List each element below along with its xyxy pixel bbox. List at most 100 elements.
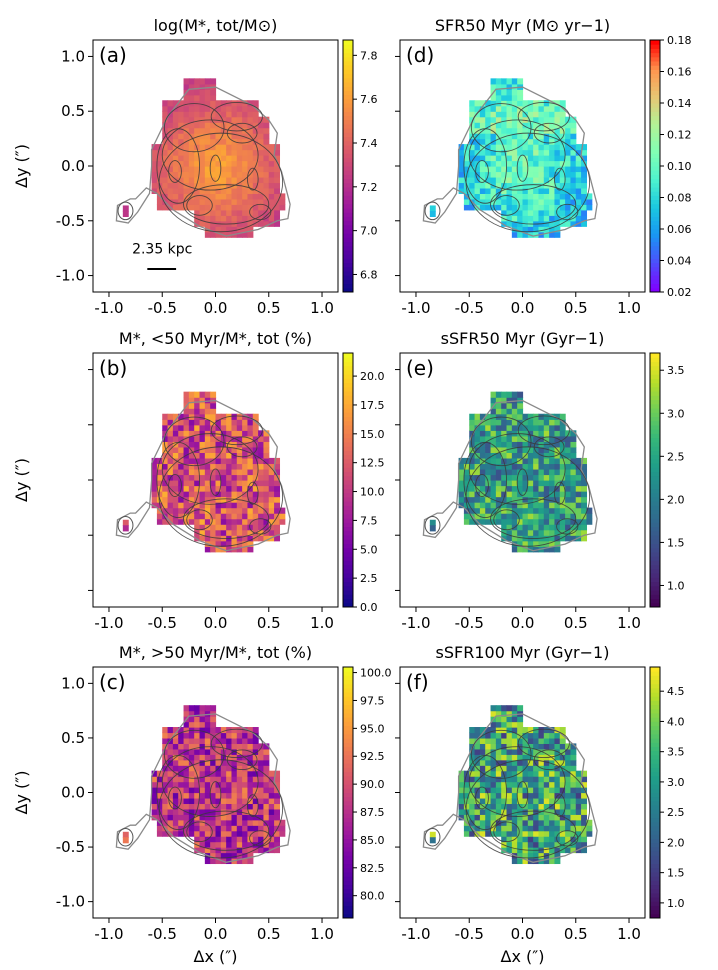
- heatmap-cell: [210, 474, 217, 481]
- heatmap-cell: [469, 518, 476, 525]
- heatmap-cell: [220, 198, 227, 205]
- heatmap-cell: [167, 430, 174, 437]
- heatmap-cell: [429, 525, 436, 532]
- colorbar-step: [650, 488, 660, 494]
- colorbar-step: [650, 191, 660, 196]
- heatmap-cell: [554, 754, 561, 761]
- heatmap-cell: [210, 485, 217, 492]
- colorbar-step: [650, 65, 660, 70]
- heatmap-cell: [469, 100, 476, 107]
- heatmap-cell: [570, 127, 577, 134]
- heatmap-cell: [458, 808, 465, 815]
- heatmap-cell: [458, 176, 465, 184]
- heatmap-cell: [172, 743, 179, 750]
- heatmap-cell: [188, 435, 195, 442]
- heatmap-cell: [522, 176, 529, 184]
- heatmap-cell: [236, 776, 243, 783]
- heatmap-cell: [458, 144, 465, 151]
- heatmap-cell: [501, 787, 508, 794]
- heatmap-cell: [231, 133, 238, 140]
- heatmap-cell: [183, 94, 190, 101]
- heatmap-cell: [549, 226, 556, 233]
- colorbar-step: [650, 182, 660, 188]
- colorbar-step: [650, 212, 660, 217]
- heatmap-cell: [559, 127, 566, 134]
- heatmap-cell: [501, 111, 508, 118]
- heatmap-cell: [522, 803, 529, 810]
- heatmap-cell: [554, 100, 561, 107]
- heatmap-cell: [479, 496, 486, 503]
- colorbar-step: [650, 733, 660, 739]
- heatmap-cell: [474, 480, 481, 487]
- heatmap-cell: [204, 468, 211, 476]
- heatmap-cell: [458, 814, 465, 821]
- heatmap-cell: [162, 491, 169, 498]
- heatmap-cell: [554, 182, 561, 189]
- heatmap-cell: [199, 441, 206, 448]
- heatmap-cell: [188, 463, 195, 470]
- heatmap-cell: [527, 424, 534, 431]
- heatmap-cell: [220, 841, 227, 848]
- heatmap-cell: [495, 111, 502, 118]
- heatmap-cell: [263, 825, 270, 832]
- heatmap-cell: [172, 759, 179, 766]
- colorbar-step: [343, 65, 353, 70]
- colorbar-step: [343, 98, 353, 104]
- heatmap-cell: [236, 435, 243, 442]
- colorbar-step: [343, 888, 353, 894]
- heatmap-cell: [247, 841, 254, 848]
- heatmap-cell: [543, 468, 550, 476]
- colorbar-step: [650, 543, 660, 549]
- heatmap-cell: [511, 513, 518, 520]
- heatmap-cell: [479, 485, 486, 492]
- heatmap-cell: [210, 716, 217, 723]
- heatmap-cell: [554, 226, 561, 233]
- heatmap-cell: [458, 182, 465, 189]
- heatmap-cell: [474, 435, 481, 442]
- contour-line: [554, 167, 566, 191]
- heatmap-cell: [511, 710, 518, 717]
- heatmap-cell: [199, 808, 206, 815]
- heatmap-cell: [167, 155, 174, 162]
- heatmap-cell: [172, 193, 179, 200]
- heatmap-cell: [220, 215, 227, 222]
- colorbar-step: [343, 509, 353, 515]
- heatmap-cell: [501, 446, 508, 453]
- heatmap-cell: [495, 193, 502, 200]
- heatmap-cell: [533, 231, 540, 238]
- heatmap-cell: [231, 155, 238, 162]
- heatmap-cell: [495, 441, 502, 448]
- colorbar-step: [343, 191, 353, 196]
- heatmap-cell: [495, 127, 502, 134]
- heatmap-cell: [474, 105, 481, 112]
- colorbar-step: [343, 759, 353, 764]
- colorbar-step: [343, 429, 353, 434]
- heatmap-cell: [517, 127, 524, 134]
- heatmap-cell: [581, 776, 588, 783]
- colorbar-step: [650, 564, 660, 570]
- heatmap-cell: [570, 176, 577, 184]
- heatmap-cell: [204, 413, 211, 420]
- heatmap-cell: [559, 116, 566, 123]
- heatmap-cell: [231, 803, 238, 810]
- heatmap-cell: [490, 721, 497, 728]
- heatmap-cell: [554, 215, 561, 222]
- y-tick-label: -0.5: [56, 212, 85, 230]
- colorbar-tick-label: 2.0: [667, 836, 685, 849]
- heatmap-cell: [268, 836, 275, 843]
- heatmap-cell: [258, 765, 265, 772]
- heatmap-cell: [258, 166, 265, 173]
- heatmap-cell: [167, 825, 174, 832]
- heatmap-cell: [263, 485, 270, 492]
- heatmap-cell: [156, 166, 163, 173]
- heatmap-cell: [517, 94, 524, 101]
- heatmap-cell: [220, 149, 227, 156]
- heatmap-cell: [210, 787, 217, 794]
- heatmap-cell: [236, 111, 243, 118]
- heatmap-cell: [522, 193, 529, 200]
- heatmap-cell: [199, 480, 206, 487]
- heatmap-cell: [506, 105, 513, 112]
- heatmap-cell: [178, 100, 185, 107]
- heatmap-cell: [458, 502, 465, 509]
- colorbar-step: [650, 220, 660, 226]
